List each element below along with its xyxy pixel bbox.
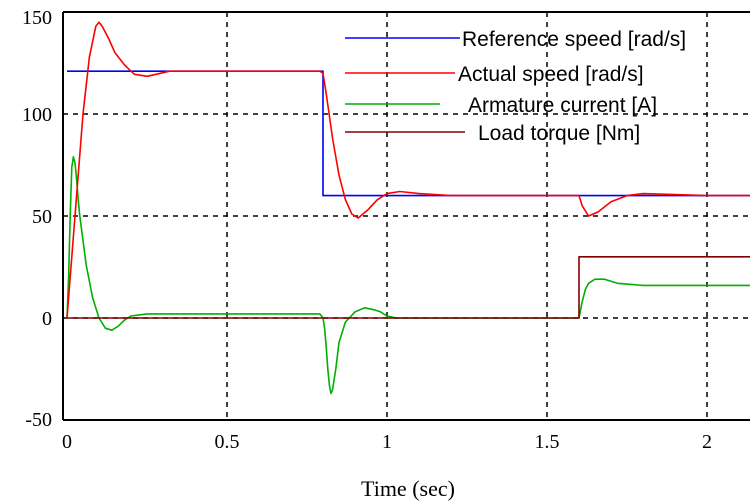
x-tick-label-2: 1 bbox=[382, 431, 392, 453]
legend-label-1: Actual speed [rad/s] bbox=[458, 63, 644, 86]
series-line-3 bbox=[67, 255, 750, 319]
legend-label-3: Load torque [Nm] bbox=[478, 122, 640, 145]
axes bbox=[62, 11, 750, 421]
series-lines bbox=[66, 21, 750, 395]
y-tick-label-0: -50 bbox=[25, 409, 52, 431]
legend-label-0: Reference speed [rad/s] bbox=[462, 28, 686, 51]
series-line-1 bbox=[66, 21, 750, 319]
y-tick-label-3: 100 bbox=[22, 104, 52, 126]
x-tick-label-3: 1.5 bbox=[535, 431, 560, 453]
y-tick-label-1: 0 bbox=[42, 308, 52, 330]
x-tick-label-1: 0.5 bbox=[215, 431, 240, 453]
y-tick-label-2: 50 bbox=[32, 206, 52, 228]
series-line-0 bbox=[67, 70, 750, 197]
x-tick-label-4: 2 bbox=[702, 431, 712, 453]
legend: Reference speed [rad/s] Actual speed [rad… bbox=[345, 28, 686, 145]
x-axis-label: Time (sec) bbox=[361, 476, 455, 501]
tick-labels: 0 0.5 1 1.5 2 -50 0 50 100 150 bbox=[22, 7, 712, 453]
legend-label-2: Armature current [A] bbox=[468, 94, 657, 117]
y-tick-label-4: 150 bbox=[22, 7, 52, 29]
x-tick-label-0: 0 bbox=[62, 431, 72, 453]
